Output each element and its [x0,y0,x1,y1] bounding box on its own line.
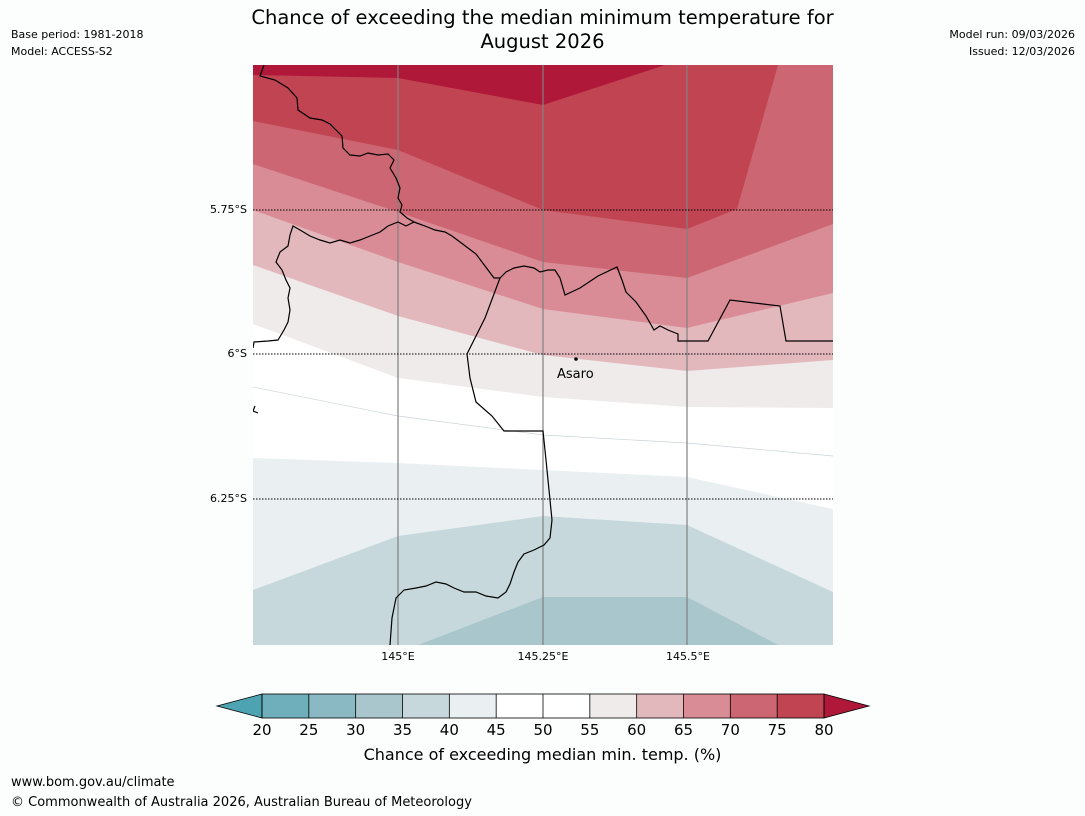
boundary-central [413,221,833,342]
asaro-marker[interactable] [574,357,578,361]
colorbar-tick-label: 75 [768,721,787,739]
colorbar-extend-low [215,693,263,719]
colorbar-bin [683,694,731,718]
colorbar-bin [543,694,590,718]
colorbar-bin [636,694,684,718]
boundary-fragment [253,405,259,414]
colorbar-bin [777,694,824,718]
issue-info: Model run: 09/03/2026 Issued: 12/03/2026 [949,26,1075,60]
colorbar-tick-label: 30 [346,721,365,739]
place-label: Asaro [557,367,594,382]
colorbar-label: Chance of exceeding median min. temp. (%… [363,745,722,764]
boundary-south [389,277,553,645]
issued-date: Issued: 12/03/2026 [968,45,1075,58]
colorbar-tick-label: 20 [252,721,271,739]
colorbar-bin [730,694,778,718]
model-name: Model: ACCESS-S2 [11,45,113,58]
colorbar-tick-label: 40 [440,721,459,739]
colorbar-tick-label: 45 [487,721,506,739]
colorbar-tick-label: 80 [814,721,833,739]
colorbar-bin [262,694,309,718]
colorbar-bin [355,694,403,718]
probability-map: Asaro [253,65,833,645]
colorbar-tick-label: 25 [299,721,318,739]
footer-url[interactable]: www.bom.gov.au/climate [11,775,175,790]
lon-label-145: 145°E [381,650,415,663]
map-title: Chance of exceeding the median minimum t… [200,6,885,54]
band-over-80 [253,65,665,105]
colorbar-tick-label: 65 [674,721,693,739]
band-80-plus [253,65,778,229]
colorbar-bin [308,694,356,718]
band-30-35 [418,597,778,645]
model-run: Model run: 09/03/2026 [949,28,1075,41]
colorbar-tick-label: 70 [721,721,740,739]
title-line-2: August 2026 [480,30,605,53]
colorbar: 20 25 30 35 40 45 50 55 60 65 70 75 80 [215,693,871,739]
lat-label-5-75: 5.75°S [210,203,247,216]
forecast-info: Base period: 1981-2018 Model: ACCESS-S2 [11,26,143,60]
colorbar-bin [402,694,450,718]
lat-label-6: 6°S [227,347,247,360]
base-period: Base period: 1981-2018 [11,28,144,41]
lon-label-145-25: 145.25°E [517,650,569,663]
colorbar-tick-label: 35 [393,721,412,739]
colorbar-tick-label: 60 [627,721,646,739]
colorbar-tick-label: 50 [533,721,552,739]
title-line-1: Chance of exceeding the median minimum t… [251,6,834,29]
lon-label-145-5: 145.5°E [666,650,710,663]
colorbar-frame [261,693,825,719]
colorbar-bin [496,694,543,718]
colorbar-bin [589,694,637,718]
lat-label-6-25: 6.25°S [210,492,247,505]
colorbar-bin [449,694,497,718]
colorbar-tick-label: 55 [580,721,599,739]
colorbar-extend-high [823,693,871,719]
footer-copyright: © Commonwealth of Australia 2026, Austra… [11,795,472,810]
boundary-north [253,65,416,349]
